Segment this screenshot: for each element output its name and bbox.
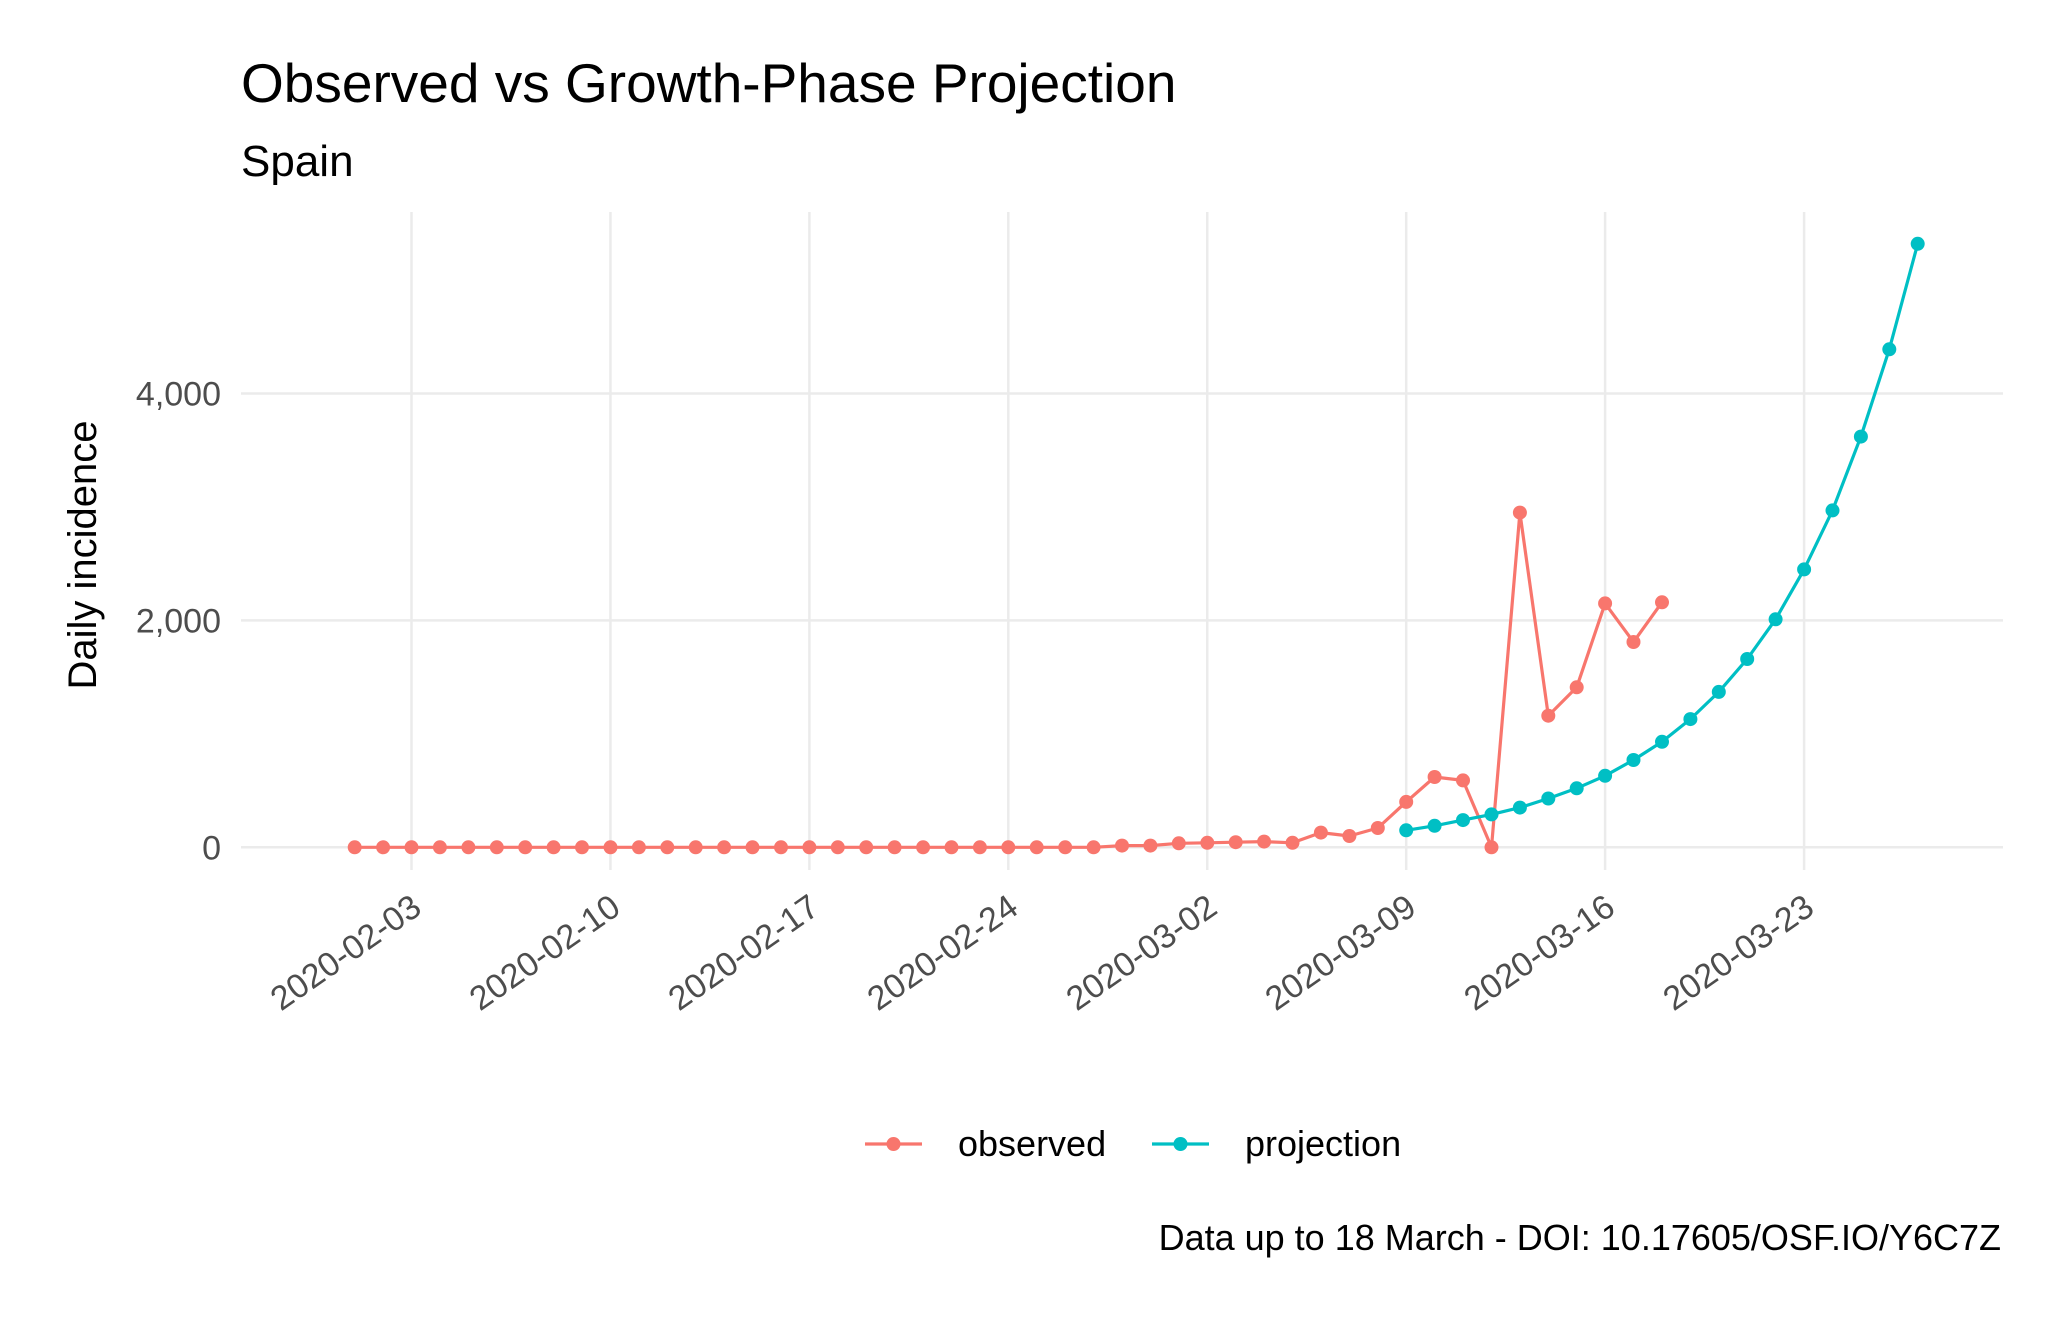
projection-point <box>1768 612 1783 627</box>
observed-point <box>1029 840 1044 855</box>
x-tick-label: 2020-02-10 <box>463 887 627 1018</box>
observed-point <box>1171 836 1186 851</box>
projection-point <box>1882 342 1897 357</box>
observed-point <box>1285 835 1300 850</box>
observed-point <box>802 840 817 855</box>
observed-point <box>1370 821 1385 835</box>
projection-point <box>1711 684 1726 699</box>
x-tick-label: 2020-02-24 <box>861 887 1025 1018</box>
projection-point <box>1456 813 1470 828</box>
x-tick-label: 2020-03-16 <box>1457 887 1621 1018</box>
y-axis-ticks: 0 2,000 4,000 <box>136 376 221 868</box>
chart-title: Observed vs Growth-Phase Projection <box>241 52 1176 114</box>
projection-point <box>1910 236 1925 251</box>
projection-point <box>1512 800 1527 815</box>
observed-point <box>944 840 959 855</box>
observed-point <box>1143 838 1158 853</box>
observed-point <box>1058 840 1073 855</box>
observed-point <box>1484 840 1499 855</box>
observed-point <box>404 840 419 855</box>
projection-point <box>1655 734 1669 749</box>
y-tick-label: 0 <box>202 829 221 867</box>
observed-point <box>518 840 533 855</box>
y-tick-label: 4,000 <box>136 376 221 414</box>
legend-item-observed: observed <box>865 1123 1106 1164</box>
observed-point <box>745 840 760 855</box>
observed-point <box>1456 773 1470 788</box>
x-tick-label: 2020-03-09 <box>1259 887 1423 1018</box>
observed-point <box>376 840 391 855</box>
chart-subtitle: Spain <box>241 137 354 186</box>
observed-point <box>1257 834 1272 849</box>
observed-point <box>1313 825 1328 840</box>
projection-point <box>1626 753 1641 767</box>
observed-point <box>972 840 987 855</box>
observed-point <box>1342 829 1357 843</box>
projection-point <box>1683 712 1698 727</box>
projection-point <box>1740 652 1755 666</box>
observed-point <box>575 840 589 855</box>
observed-point <box>461 840 476 855</box>
projection-point <box>1797 562 1812 577</box>
observed-point <box>489 840 504 855</box>
series-observed <box>347 505 1669 855</box>
legend-item-projection: projection <box>1152 1123 1401 1164</box>
x-tick-label: 2020-03-23 <box>1656 887 1820 1018</box>
series <box>347 236 1925 855</box>
legend-label: observed <box>958 1123 1106 1164</box>
observed-point <box>830 840 845 855</box>
observed-point <box>1512 505 1527 520</box>
x-tick-label: 2020-02-03 <box>264 887 428 1018</box>
x-axis-ticks: 2020-02-03 2020-02-10 2020-02-17 2020-02-24… <box>264 887 1821 1018</box>
projection-point <box>1569 781 1584 796</box>
projection-point <box>1598 768 1613 783</box>
observed-point <box>688 840 703 855</box>
projection-point <box>1853 429 1868 444</box>
grid <box>241 212 2003 870</box>
observed-point <box>774 840 788 855</box>
observed-point <box>1115 838 1129 853</box>
observed-point <box>1626 635 1641 649</box>
observed-point <box>1541 708 1556 723</box>
observed-point <box>603 840 618 855</box>
projection-point <box>1427 818 1442 833</box>
series-projection <box>1399 236 1925 838</box>
observed-point <box>1569 680 1584 695</box>
legend-label: projection <box>1245 1123 1401 1164</box>
x-tick-label: 2020-03-02 <box>1060 887 1224 1018</box>
observed-point <box>1086 840 1101 855</box>
observed-point <box>1228 835 1243 850</box>
observed-point <box>432 840 447 855</box>
projection-point <box>1541 791 1556 806</box>
projection-point <box>1484 807 1499 822</box>
observed-point <box>1200 835 1215 850</box>
x-tick-label: 2020-02-17 <box>662 887 826 1018</box>
observed-point <box>1399 794 1414 809</box>
observed-point <box>887 840 902 855</box>
chart-caption: Data up to 18 March - DOI: 10.17605/OSF.… <box>1159 1217 2001 1258</box>
projection-point <box>1399 823 1414 838</box>
observed-point <box>1427 770 1442 784</box>
legend-key-point <box>1173 1137 1188 1151</box>
observed-point <box>1001 840 1016 855</box>
legend: observed projection <box>865 1123 1401 1164</box>
observed-point <box>717 840 732 855</box>
y-tick-label: 2,000 <box>136 602 221 640</box>
observed-point <box>660 840 675 855</box>
observed-point <box>859 840 874 855</box>
observed-point <box>631 840 646 855</box>
legend-key-point <box>886 1137 901 1151</box>
observed-point <box>347 840 362 855</box>
projection-point <box>1825 503 1840 518</box>
observed-point <box>916 840 931 855</box>
observed-point <box>546 840 561 855</box>
observed-point <box>1598 596 1613 611</box>
y-axis-label: Daily incidence <box>61 420 105 689</box>
observed-point <box>1655 595 1669 610</box>
